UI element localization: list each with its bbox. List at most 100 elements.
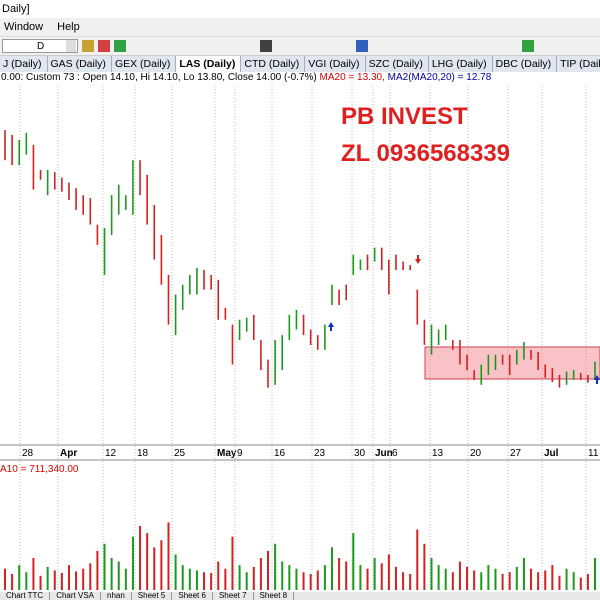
tab[interactable]: SZC (Daily): [366, 56, 429, 72]
title-bar: Daily]: [0, 0, 600, 18]
volume-bar: [494, 568, 497, 590]
volume-bar: [259, 558, 262, 590]
volume-bar: [345, 561, 348, 590]
volume-bar: [82, 568, 85, 590]
volume-bar: [423, 543, 426, 590]
volume-bar: [330, 547, 333, 590]
sheet-tab[interactable]: Sheet 5: [132, 592, 173, 600]
volume-bar: [252, 566, 255, 590]
volume-bar: [458, 561, 461, 590]
volume-bar: [4, 568, 6, 590]
volume-bar: [231, 536, 234, 590]
volume-bar: [309, 574, 312, 590]
volume-bar: [18, 565, 21, 590]
tool-icon[interactable]: [356, 40, 368, 52]
toolbar: D: [0, 36, 600, 56]
watermark: ZL 0936568339: [341, 140, 510, 167]
volume-bar: [594, 558, 596, 590]
volume-bar: [352, 533, 355, 590]
date-label: 18: [137, 448, 149, 459]
volume-bar: [416, 529, 419, 590]
volume-bar: [437, 565, 440, 590]
watermark: PB INVEST: [341, 103, 468, 130]
volume-bar: [195, 570, 198, 590]
volume-bar: [11, 574, 14, 590]
volume-bar: [394, 566, 397, 590]
volume-bar: [522, 558, 525, 590]
date-label: Apr: [60, 448, 77, 459]
volume-bar: [480, 572, 483, 590]
tool-icon[interactable]: [522, 40, 534, 52]
tab[interactable]: DBC (Daily): [493, 56, 558, 72]
ma2-info: MA2(MA20,20) = 12.78: [387, 72, 492, 83]
tab[interactable]: LHG (Daily): [429, 56, 493, 72]
volume-bar: [89, 563, 92, 590]
sheet-tab[interactable]: nhan: [101, 592, 132, 600]
volume-bar: [565, 568, 568, 590]
volume-bar: [217, 561, 220, 590]
volume-bar: [288, 565, 291, 590]
zone-box: [424, 346, 600, 380]
volume-bar: [466, 566, 469, 590]
volume-bar: [558, 575, 561, 590]
tab[interactable]: J (Daily): [0, 56, 48, 72]
tab[interactable]: CTD (Daily): [241, 56, 306, 72]
tab[interactable]: VGI (Daily): [305, 56, 366, 72]
volume-bar: [139, 526, 142, 590]
volume-bar: [131, 536, 134, 590]
volume-bar: [380, 563, 383, 590]
tool-icon[interactable]: [114, 40, 126, 52]
tab[interactable]: GAS (Daily): [48, 56, 112, 72]
volume-bar: [508, 572, 511, 590]
volume-bar: [579, 577, 582, 590]
tool-icon[interactable]: [98, 40, 110, 52]
volume-bar: [444, 568, 447, 590]
volume-bar: [167, 522, 170, 590]
volume-bar: [224, 568, 227, 590]
volume-bar: [274, 543, 277, 590]
volume-bar: [544, 570, 547, 590]
interval-select[interactable]: D: [2, 39, 78, 53]
date-label: 23: [314, 448, 326, 459]
volume-bar: [473, 570, 476, 590]
volume-bar: [210, 572, 213, 590]
menu-item[interactable]: Window: [4, 21, 44, 33]
volume-bar: [551, 565, 554, 590]
volume-bar: [487, 565, 490, 590]
date-label: Jun: [375, 448, 393, 459]
volume-bar: [75, 571, 78, 590]
volume-bar: [530, 568, 533, 590]
volume-bar: [110, 558, 113, 590]
chart: 28 Apr 12 18 25 May 9 16 23 30 Jun 6 13 20 27 Jul 11 PB I…: [0, 86, 600, 590]
volume-bar: [515, 566, 518, 590]
tab[interactable]: TIP (Daily): [557, 56, 600, 72]
volume-bar: [302, 572, 305, 590]
volume-bar: [67, 565, 70, 590]
tab[interactable]: LAS (Daily): [176, 56, 242, 72]
quote-info: 0.00: Custom 73 : Open 14.10, Hi 14.10, …: [1, 72, 320, 83]
volume-bar: [153, 547, 156, 590]
sheet-tab[interactable]: Sheet 8: [254, 592, 295, 600]
date-label: 28: [22, 448, 34, 459]
menu-item[interactable]: Help: [57, 21, 80, 33]
volume-bar: [430, 558, 433, 590]
volume-bar: [238, 565, 241, 590]
volume-bar: [245, 572, 248, 590]
sheet-tab[interactable]: Chart TTC: [0, 592, 51, 600]
volume-bar: [25, 572, 28, 590]
volume-bar: [338, 558, 341, 590]
volume-bar: [160, 540, 163, 590]
tab[interactable]: GEX (Daily): [112, 56, 177, 72]
sheet-tabs: Chart TTC Chart VSA nhan Sheet 5 Sheet 6 Shee…: [0, 592, 600, 600]
sheet-tab[interactable]: Sheet 7: [213, 592, 254, 600]
sheet-tab[interactable]: Sheet 6: [172, 592, 213, 600]
volume-bar: [267, 550, 270, 590]
date-label: 11: [588, 448, 599, 459]
volume-bar: [359, 565, 362, 590]
date-label: 20: [470, 448, 482, 459]
volume-bar: [117, 561, 120, 590]
tool-icon[interactable]: [260, 40, 272, 52]
tool-icon[interactable]: [82, 40, 94, 52]
sheet-tab[interactable]: Chart VSA: [50, 592, 101, 600]
volume-bar: [402, 572, 405, 590]
